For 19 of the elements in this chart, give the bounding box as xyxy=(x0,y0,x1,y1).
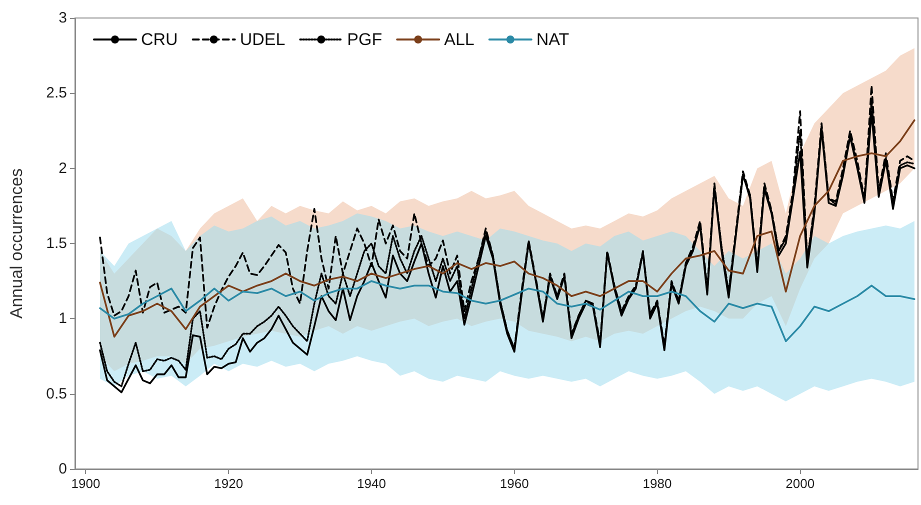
x-tick-label: 1980 xyxy=(642,476,672,491)
legend-label: CRU xyxy=(141,30,178,49)
x-tick-label: 2000 xyxy=(786,476,815,491)
y-axis-title: Annual occurrences xyxy=(7,168,26,319)
legend-label: UDEL xyxy=(240,30,286,49)
legend-label: ALL xyxy=(444,30,474,49)
y-tick-label: 3 xyxy=(58,10,67,26)
x-tick-label: 1900 xyxy=(71,476,100,491)
x-tick-label: 1940 xyxy=(357,476,386,491)
legend-label: PGF xyxy=(347,30,382,49)
y-tick-label: 1.5 xyxy=(46,235,67,252)
y-tick-label: 1 xyxy=(58,310,67,328)
legend-label: NAT xyxy=(536,30,570,49)
x-tick-label: 1960 xyxy=(500,476,529,491)
x-tick-label: 1920 xyxy=(214,476,244,491)
y-tick-label: 2.5 xyxy=(46,84,67,102)
y-tick-label: 2 xyxy=(58,160,67,177)
y-tick-label: 0 xyxy=(58,460,67,478)
y-tick-label: 0.5 xyxy=(46,385,67,402)
